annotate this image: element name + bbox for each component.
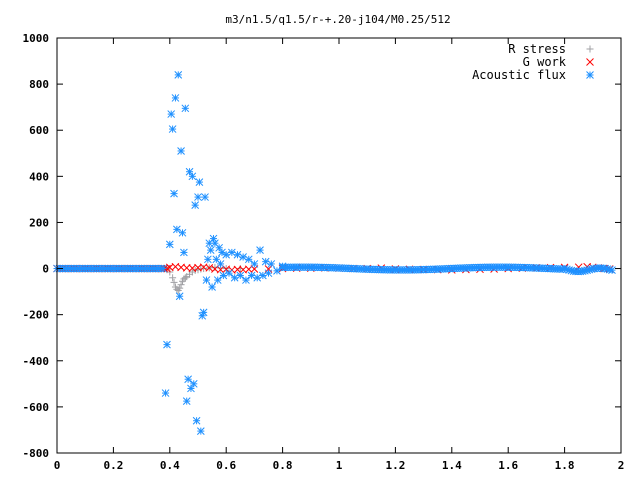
x-tick-label: 1.2 [385, 459, 405, 472]
data-point [178, 228, 187, 237]
x-tick-label: 0.8 [273, 459, 293, 472]
y-tick-label: 1000 [23, 32, 50, 45]
data-point [170, 278, 178, 286]
data-point [264, 269, 273, 278]
data-point [167, 110, 176, 118]
y-tick-label: 600 [29, 124, 49, 137]
data-point [182, 397, 191, 405]
data-point [242, 276, 250, 284]
data-point [213, 276, 222, 284]
x-tick-label: 0.6 [216, 459, 236, 472]
data-point [191, 201, 200, 210]
data-point [192, 416, 201, 425]
y-axis: -800 -600 -400 -200 0 200 400 600 800 1000 [23, 32, 621, 460]
x-tick-label: 1.6 [498, 459, 518, 472]
plot-area [53, 71, 616, 435]
data-point [188, 172, 197, 181]
data-point [169, 274, 177, 282]
chart-title: m3/n1.5/q1.5/r-+.20-j104/M0.25/512 [225, 13, 450, 26]
legend-label: G work [523, 55, 567, 69]
data-point [159, 264, 167, 273]
data-point [182, 264, 191, 272]
x-tick-label: 1 [336, 459, 343, 472]
data-point [184, 375, 192, 384]
data-point [204, 255, 212, 264]
legend-marker [586, 45, 594, 53]
data-point [199, 308, 208, 317]
x-tick-label: 0.2 [103, 459, 123, 472]
y-tick-label: -600 [23, 401, 50, 414]
legend-label: Acoustic flux [472, 68, 566, 82]
data-point [225, 269, 233, 278]
legend-marker [586, 58, 594, 66]
data-point [180, 248, 188, 257]
data-point [233, 265, 242, 274]
data-point [177, 281, 185, 289]
data-point [216, 260, 225, 268]
y-tick-label: 800 [29, 78, 49, 91]
data-point [181, 104, 190, 113]
data-point [202, 276, 211, 284]
y-tick-label: -800 [23, 447, 50, 460]
x-tick-label: 0.4 [160, 459, 180, 472]
data-point [209, 234, 218, 243]
data-point [196, 427, 205, 435]
data-point [163, 264, 171, 273]
data-point [208, 283, 216, 291]
data-point [236, 271, 245, 280]
data-point [267, 260, 276, 268]
data-point [212, 255, 221, 264]
data-point [201, 193, 209, 201]
legend-marker [586, 71, 594, 79]
data-point [176, 284, 184, 292]
x-tick-label: 1.8 [555, 459, 575, 472]
data-point [168, 125, 177, 133]
y-tick-label: -400 [23, 355, 50, 368]
data-point [161, 389, 170, 397]
series-acoustic-flux [53, 71, 616, 435]
data-point [181, 274, 189, 282]
data-point [195, 178, 204, 186]
data-point [200, 265, 208, 273]
data-point [171, 94, 180, 102]
x-tick-label: 2 [618, 459, 625, 472]
data-point [170, 189, 178, 198]
data-point [189, 379, 198, 388]
data-point [175, 292, 184, 301]
data-point [163, 340, 171, 349]
data-point [194, 193, 202, 201]
y-tick-label: 200 [29, 216, 49, 229]
data-point [165, 240, 174, 249]
y-tick-label: 0 [42, 263, 49, 276]
data-point [608, 266, 616, 274]
data-point [256, 246, 264, 254]
y-tick-label: 400 [29, 170, 49, 183]
data-point [206, 246, 215, 254]
data-point [244, 255, 253, 264]
data-point [177, 147, 185, 155]
x-tick-label: 1.4 [442, 459, 462, 472]
data-point [250, 260, 259, 268]
legend-label: R stress [508, 42, 566, 56]
x-axis: 0 0.2 0.4 0.6 0.8 1 1.2 1.4 1.6 1.8 2 [54, 38, 625, 472]
y-tick-label: -200 [23, 309, 50, 322]
x-tick-label: 0 [54, 459, 61, 472]
data-point [174, 71, 183, 79]
data-point [233, 250, 242, 259]
